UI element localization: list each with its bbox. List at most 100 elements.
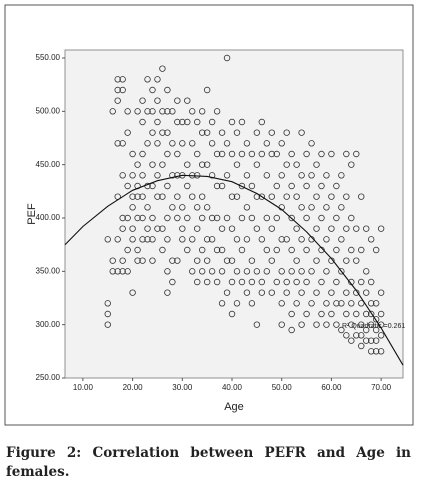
data-point bbox=[238, 278, 246, 286]
data-point bbox=[338, 300, 345, 307]
data-point bbox=[198, 161, 206, 168]
data-point bbox=[218, 246, 226, 254]
figure-caption: Figure 2: Correlation between PEFR and A… bbox=[6, 445, 411, 480]
data-point bbox=[164, 289, 171, 296]
data-point bbox=[189, 108, 196, 115]
data-point bbox=[144, 76, 151, 83]
data-point bbox=[208, 172, 216, 179]
data-point bbox=[144, 204, 151, 211]
data-point bbox=[338, 172, 345, 179]
data-point bbox=[377, 225, 385, 232]
data-point bbox=[218, 150, 226, 158]
y-tick-label: 400.00 bbox=[36, 213, 61, 222]
data-point bbox=[129, 193, 136, 200]
data-point bbox=[288, 150, 295, 158]
data-point bbox=[298, 236, 305, 243]
data-point bbox=[253, 225, 261, 232]
data-point bbox=[139, 214, 146, 222]
data-point bbox=[283, 161, 290, 168]
data-point bbox=[213, 246, 221, 254]
data-point bbox=[218, 268, 226, 275]
data-point bbox=[134, 193, 141, 200]
data-point bbox=[318, 278, 325, 286]
y-tick-label: 500.00 bbox=[36, 106, 61, 115]
data-point bbox=[203, 278, 211, 286]
data-point bbox=[228, 310, 236, 318]
data-point bbox=[298, 321, 305, 328]
data-point bbox=[268, 193, 275, 200]
data-point bbox=[124, 246, 131, 254]
data-point bbox=[248, 257, 256, 264]
data-point bbox=[228, 225, 236, 232]
data-point bbox=[139, 193, 146, 200]
data-point bbox=[223, 54, 231, 62]
data-point bbox=[358, 278, 365, 286]
data-point bbox=[203, 161, 211, 168]
data-point bbox=[303, 278, 310, 286]
data-point bbox=[288, 182, 295, 190]
data-point bbox=[238, 150, 246, 158]
data-point bbox=[372, 337, 380, 344]
data-point bbox=[248, 150, 256, 158]
data-point bbox=[358, 342, 365, 350]
data-point bbox=[363, 268, 370, 275]
data-point bbox=[124, 214, 131, 222]
data-point bbox=[263, 214, 271, 222]
data-point bbox=[268, 257, 275, 264]
y-tick-label: 300.00 bbox=[36, 320, 61, 329]
data-point bbox=[213, 150, 221, 158]
data-point bbox=[213, 278, 221, 286]
data-point bbox=[139, 150, 146, 158]
data-point bbox=[372, 316, 380, 323]
data-point bbox=[308, 204, 315, 211]
data-point bbox=[154, 140, 161, 147]
x-tick-label: 40.00 bbox=[222, 383, 243, 392]
data-point bbox=[303, 182, 310, 190]
data-point bbox=[263, 172, 271, 179]
data-point bbox=[253, 268, 261, 275]
data-point bbox=[194, 257, 201, 264]
data-point bbox=[348, 161, 355, 168]
data-point bbox=[144, 108, 151, 115]
data-point bbox=[238, 246, 246, 254]
data-point bbox=[258, 150, 266, 158]
data-point bbox=[353, 332, 360, 339]
data-point bbox=[174, 257, 181, 264]
data-point bbox=[129, 172, 136, 179]
data-point bbox=[198, 129, 206, 136]
data-point bbox=[119, 257, 126, 264]
data-point bbox=[119, 86, 126, 94]
data-point bbox=[203, 257, 211, 264]
data-point bbox=[343, 225, 350, 232]
data-point bbox=[129, 204, 136, 211]
data-point bbox=[293, 193, 300, 200]
data-point bbox=[353, 310, 360, 318]
data-point bbox=[268, 150, 275, 158]
data-point bbox=[213, 214, 221, 222]
data-point bbox=[313, 193, 320, 200]
data-point bbox=[358, 321, 365, 328]
data-point bbox=[377, 289, 385, 296]
data-point bbox=[328, 150, 335, 158]
data-point bbox=[268, 225, 275, 232]
data-point bbox=[318, 214, 325, 222]
data-point bbox=[353, 225, 360, 232]
data-point bbox=[139, 97, 146, 104]
data-point bbox=[134, 246, 141, 254]
data-point bbox=[149, 129, 156, 136]
data-point bbox=[154, 193, 161, 200]
data-point bbox=[154, 225, 161, 232]
data-point bbox=[372, 348, 380, 355]
data-point bbox=[213, 108, 221, 115]
data-point bbox=[114, 97, 121, 104]
x-tick-label: 20.00 bbox=[123, 383, 144, 392]
data-point bbox=[263, 140, 271, 147]
data-point bbox=[343, 310, 350, 318]
data-point bbox=[154, 118, 161, 126]
data-point bbox=[119, 172, 126, 179]
data-point bbox=[139, 172, 146, 179]
data-point bbox=[278, 321, 285, 328]
data-point bbox=[363, 326, 370, 334]
